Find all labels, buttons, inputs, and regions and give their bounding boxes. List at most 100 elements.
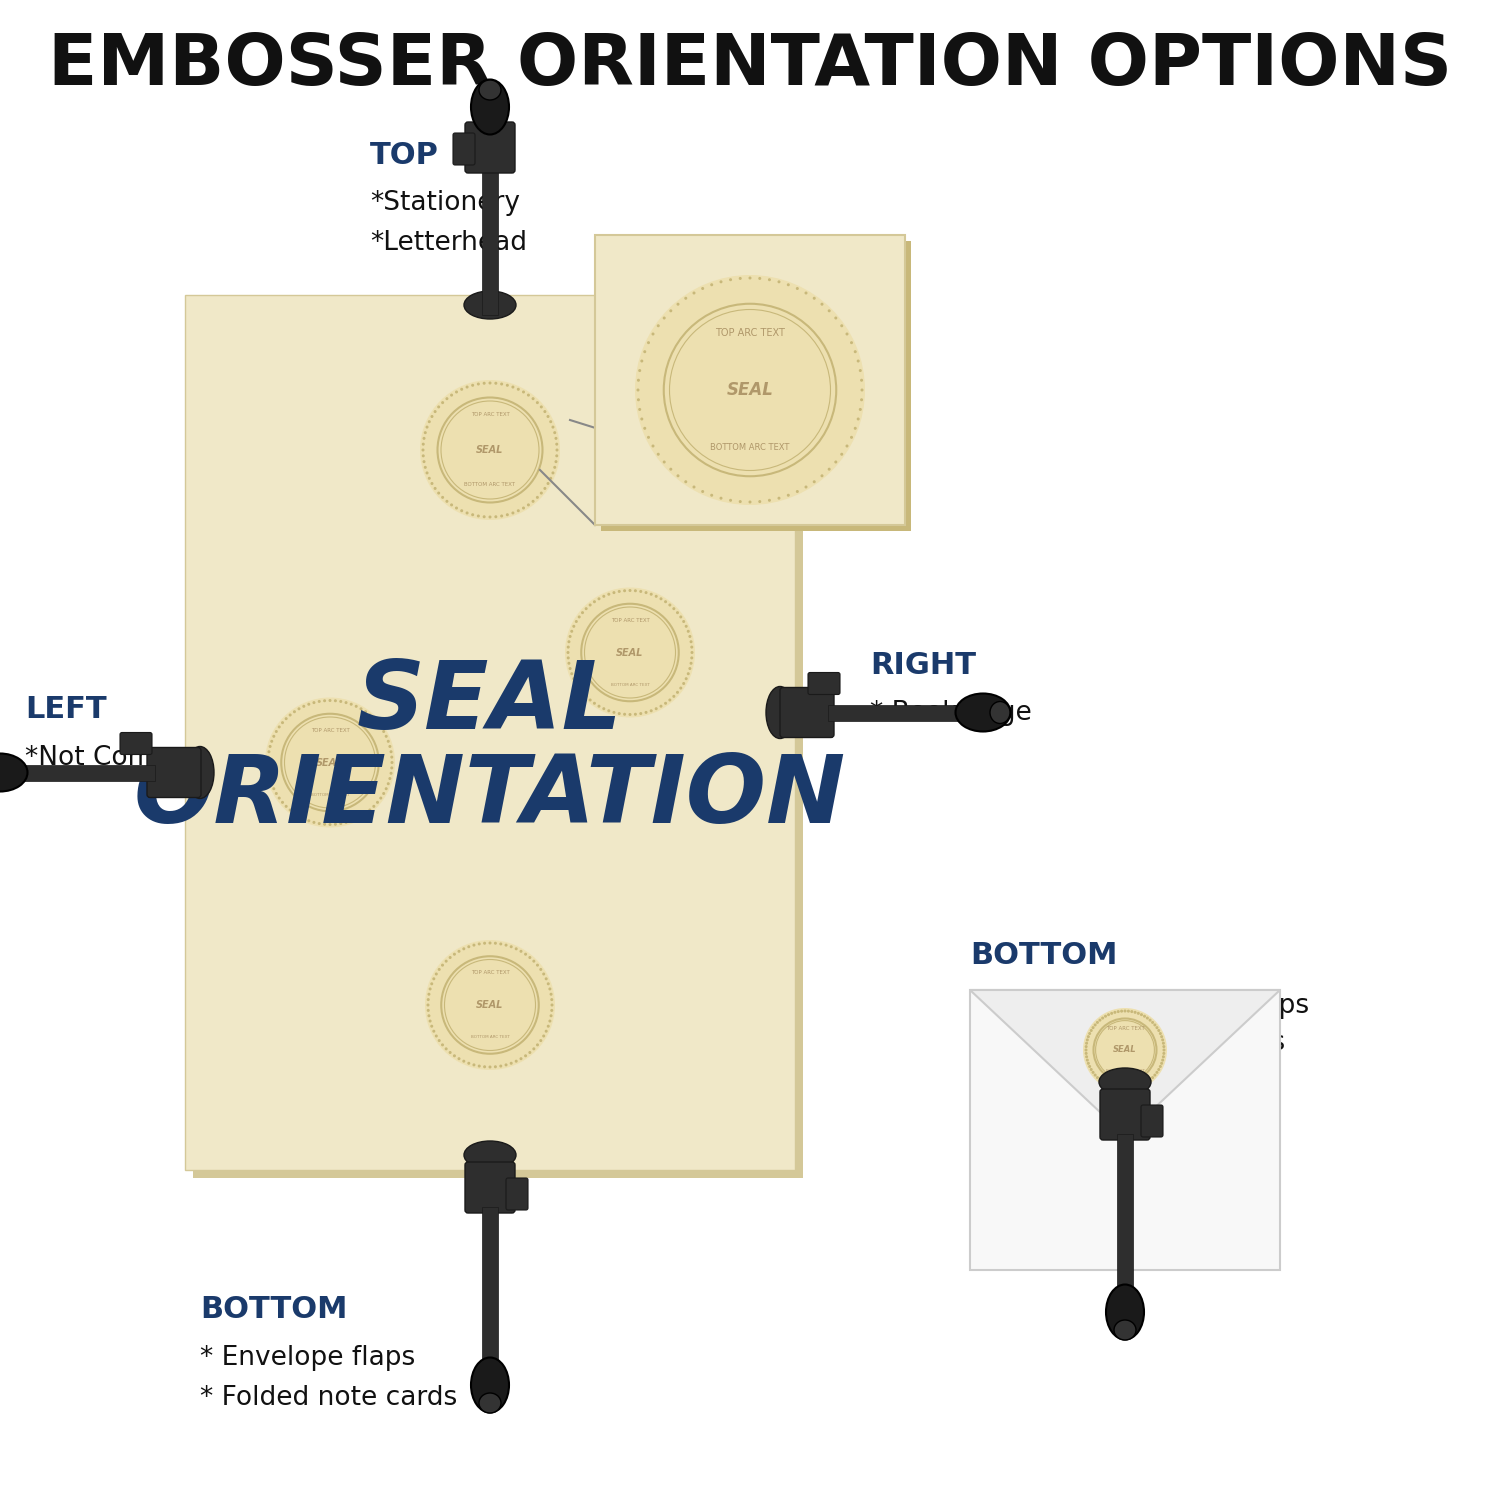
Circle shape — [268, 777, 272, 780]
Circle shape — [472, 944, 476, 946]
Circle shape — [1155, 1071, 1158, 1074]
Circle shape — [759, 278, 762, 280]
Circle shape — [334, 824, 338, 827]
Circle shape — [510, 1062, 513, 1065]
Circle shape — [489, 516, 492, 519]
Circle shape — [567, 651, 570, 654]
Circle shape — [477, 382, 480, 386]
Bar — [970, 990, 1280, 1270]
Ellipse shape — [464, 291, 516, 320]
Text: SEAL: SEAL — [357, 657, 622, 748]
Circle shape — [432, 978, 435, 981]
Circle shape — [522, 507, 525, 510]
Circle shape — [318, 822, 321, 825]
Circle shape — [796, 286, 800, 290]
Circle shape — [729, 278, 732, 280]
Circle shape — [444, 1047, 447, 1050]
Circle shape — [1101, 1080, 1104, 1083]
Ellipse shape — [471, 80, 509, 135]
Circle shape — [657, 324, 660, 327]
Ellipse shape — [464, 1142, 516, 1168]
Circle shape — [859, 378, 862, 381]
Circle shape — [856, 360, 859, 363]
Circle shape — [573, 676, 576, 680]
Circle shape — [859, 369, 862, 372]
Circle shape — [834, 460, 837, 464]
Circle shape — [438, 1040, 441, 1042]
FancyBboxPatch shape — [596, 236, 904, 525]
Circle shape — [1158, 1068, 1161, 1071]
Circle shape — [506, 384, 509, 387]
Circle shape — [853, 427, 856, 430]
Circle shape — [536, 1044, 538, 1047]
Circle shape — [544, 1029, 548, 1032]
Circle shape — [570, 672, 573, 675]
Circle shape — [1110, 1013, 1113, 1016]
Circle shape — [1162, 1052, 1166, 1054]
Circle shape — [1083, 1008, 1167, 1092]
Circle shape — [634, 712, 638, 716]
Circle shape — [450, 504, 453, 507]
Circle shape — [688, 634, 692, 638]
Circle shape — [436, 405, 439, 408]
Circle shape — [441, 400, 444, 404]
Ellipse shape — [1114, 1320, 1136, 1340]
Text: BOTTOM ARC TEXT: BOTTOM ARC TEXT — [310, 794, 350, 796]
Circle shape — [1096, 1076, 1100, 1078]
Circle shape — [580, 692, 584, 694]
Circle shape — [654, 706, 657, 710]
Circle shape — [274, 730, 278, 734]
Circle shape — [646, 436, 650, 439]
Circle shape — [1149, 1019, 1152, 1022]
Circle shape — [628, 712, 632, 716]
Circle shape — [278, 796, 280, 800]
Circle shape — [477, 514, 480, 517]
Circle shape — [555, 460, 558, 464]
Circle shape — [638, 378, 640, 381]
Circle shape — [390, 766, 393, 770]
Circle shape — [567, 662, 570, 664]
FancyBboxPatch shape — [602, 242, 910, 531]
Circle shape — [312, 821, 315, 824]
Circle shape — [1092, 1071, 1095, 1074]
Circle shape — [292, 812, 296, 814]
Circle shape — [828, 309, 831, 312]
FancyBboxPatch shape — [1142, 1106, 1162, 1137]
Circle shape — [651, 444, 654, 447]
Circle shape — [372, 717, 375, 720]
Circle shape — [1155, 1026, 1158, 1029]
Ellipse shape — [478, 80, 501, 100]
Circle shape — [360, 815, 363, 818]
Circle shape — [526, 393, 530, 396]
Circle shape — [312, 700, 315, 703]
Circle shape — [453, 952, 456, 956]
Circle shape — [554, 430, 556, 433]
Circle shape — [354, 818, 357, 821]
Circle shape — [528, 956, 531, 958]
Circle shape — [821, 474, 824, 477]
Circle shape — [680, 687, 682, 690]
Circle shape — [450, 393, 453, 396]
Circle shape — [1101, 1017, 1104, 1020]
Circle shape — [540, 405, 543, 408]
Circle shape — [1113, 1086, 1116, 1089]
Circle shape — [285, 717, 288, 720]
Circle shape — [1154, 1023, 1156, 1026]
Circle shape — [552, 426, 555, 429]
Circle shape — [618, 712, 621, 716]
Circle shape — [465, 386, 468, 388]
Circle shape — [645, 711, 648, 714]
Circle shape — [426, 426, 429, 429]
Circle shape — [1086, 1038, 1089, 1041]
Circle shape — [1146, 1080, 1149, 1083]
Ellipse shape — [0, 753, 27, 792]
Circle shape — [700, 286, 703, 290]
Circle shape — [540, 968, 543, 970]
Circle shape — [427, 1014, 430, 1017]
Circle shape — [388, 777, 392, 780]
Circle shape — [859, 408, 862, 411]
Circle shape — [531, 500, 534, 502]
Text: *Not Common: *Not Common — [26, 746, 211, 771]
Ellipse shape — [186, 747, 214, 798]
Circle shape — [1150, 1022, 1154, 1025]
